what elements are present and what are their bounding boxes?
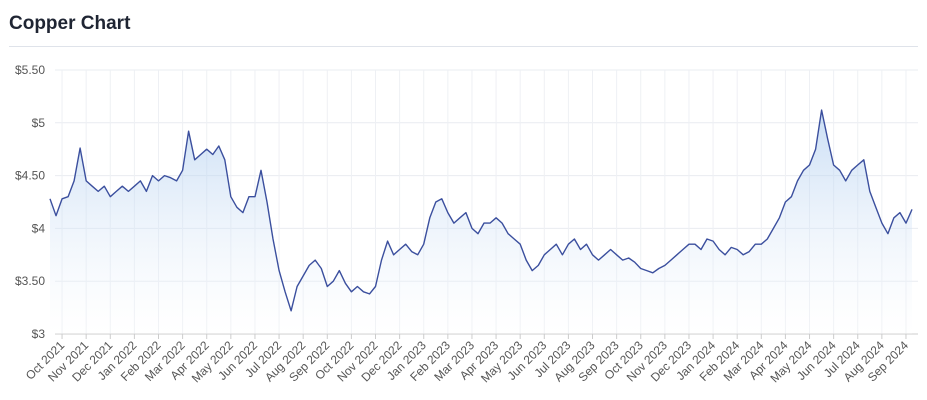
area bbox=[50, 110, 912, 334]
price-line bbox=[49, 109, 913, 312]
y-tick-label: $4.50 bbox=[15, 169, 45, 183]
y-tick-label: $4 bbox=[32, 221, 46, 235]
y-tick-label: $3 bbox=[32, 327, 46, 341]
y-tick-label: $5 bbox=[32, 116, 46, 130]
y-tick-label: $5.50 bbox=[15, 63, 45, 77]
chart-title: Copper Chart bbox=[9, 13, 131, 34]
y-tick-label: $3.50 bbox=[15, 274, 45, 288]
